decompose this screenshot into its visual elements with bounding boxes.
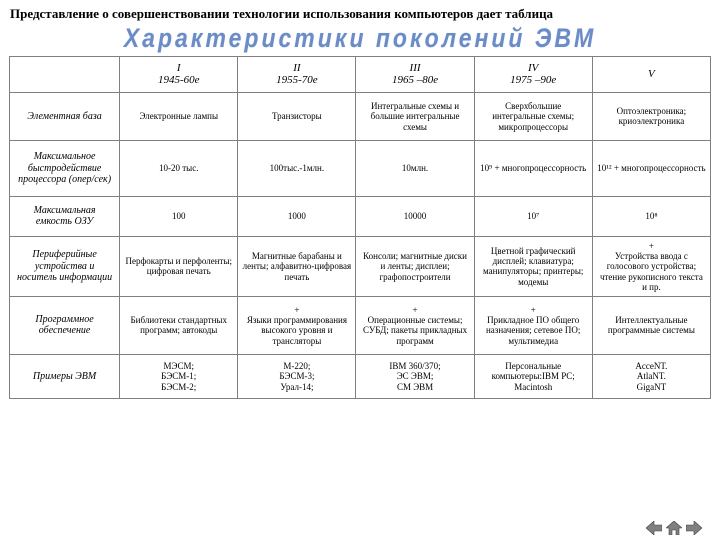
cell: Перфокарты и перфоленты; цифровая печать: [120, 236, 238, 296]
nav-bar: [644, 520, 704, 536]
cell: Оптоэлектроника; криоэлектроника: [592, 92, 710, 140]
col-header-empty: [10, 56, 120, 92]
cell: 10000: [356, 196, 474, 236]
cell: +Языки программирования высокого уровня …: [238, 296, 356, 354]
cell: 10-20 тыс.: [120, 140, 238, 196]
cell: 10¹² + многопроцессорность: [592, 140, 710, 196]
generations-table: I1945-60еII1955-70еIII1965 –80еIV1975 –9…: [9, 56, 711, 399]
home-icon: [666, 521, 682, 535]
arrow-left-icon: [646, 521, 662, 535]
home-button[interactable]: [664, 520, 684, 536]
row-label: Элементная база: [10, 92, 120, 140]
row-label: Примеры ЭВМ: [10, 354, 120, 398]
cell: +Устройства ввода с голосового устройств…: [592, 236, 710, 296]
col-header-gen-3: III1965 –80е: [356, 56, 474, 92]
cell: Консоли; магнитные диски и ленты; диспле…: [356, 236, 474, 296]
table-head: I1945-60еII1955-70еIII1965 –80еIV1975 –9…: [10, 56, 711, 92]
table-row: Максимальное быстродействие процессора (…: [10, 140, 711, 196]
cell: +Операционные системы; СУБД; пакеты прик…: [356, 296, 474, 354]
cell: Цветной графический дисплей; клавиатура;…: [474, 236, 592, 296]
cell: Интеллектуальные программные системы: [592, 296, 710, 354]
cell: Магнитные барабаны и ленты; алфавитно-ци…: [238, 236, 356, 296]
cell: 100: [120, 196, 238, 236]
cell: 10млн.: [356, 140, 474, 196]
cell: 100тыс.-1млн.: [238, 140, 356, 196]
cell: 1000: [238, 196, 356, 236]
cell: 10⁸: [592, 196, 710, 236]
cell: М-220;БЭСМ-3;Урал-14;: [238, 354, 356, 398]
cell: Библиотеки стандартных программ; автокод…: [120, 296, 238, 354]
cell: AcceNT.AtlaNT.GigaNT: [592, 354, 710, 398]
table-row: Максимальная емкость ОЗУ10010001000010⁷1…: [10, 196, 711, 236]
cell: Транзисторы: [238, 92, 356, 140]
col-header-gen-5: V: [592, 56, 710, 92]
row-label: Максимальное быстродействие процессора (…: [10, 140, 120, 196]
cell: 10⁷: [474, 196, 592, 236]
table-row: Элементная базаЭлектронные лампыТранзист…: [10, 92, 711, 140]
table-row: Периферийные устройства и носитель инфор…: [10, 236, 711, 296]
cell: +Прикладное ПО общего назначения; сетево…: [474, 296, 592, 354]
col-header-gen-2: II1955-70е: [238, 56, 356, 92]
table-body: Элементная базаЭлектронные лампыТранзист…: [10, 92, 711, 398]
cell: 10⁹ + многопроцессорность: [474, 140, 592, 196]
cell: Электронные лампы: [120, 92, 238, 140]
cell: IBM 360/370;ЭС ЭВМ;СМ ЭВМ: [356, 354, 474, 398]
pretitle-text: Представление о совершенствовании технол…: [0, 0, 720, 25]
cell: МЭСМ;БЭСМ-1;БЭСМ-2;: [120, 354, 238, 398]
table-row: Программное обеспечениеБиблиотеки станда…: [10, 296, 711, 354]
cell: Сверхбольшие интегральные схемы; микропр…: [474, 92, 592, 140]
cell: Персональные компьютеры:IBM PC; Macintos…: [474, 354, 592, 398]
prev-button[interactable]: [644, 520, 664, 536]
table-row: Примеры ЭВММЭСМ;БЭСМ-1;БЭСМ-2;М-220;БЭСМ…: [10, 354, 711, 398]
row-label: Периферийные устройства и носитель инфор…: [10, 236, 120, 296]
col-header-gen-1: I1945-60е: [120, 56, 238, 92]
page-title: Характеристики поколений ЭВМ: [0, 23, 720, 54]
arrow-right-icon: [686, 521, 702, 535]
row-label: Максимальная емкость ОЗУ: [10, 196, 120, 236]
col-header-gen-4: IV1975 –90е: [474, 56, 592, 92]
cell: Интегральные схемы и большие интегральны…: [356, 92, 474, 140]
row-label: Программное обеспечение: [10, 296, 120, 354]
next-button[interactable]: [684, 520, 704, 536]
